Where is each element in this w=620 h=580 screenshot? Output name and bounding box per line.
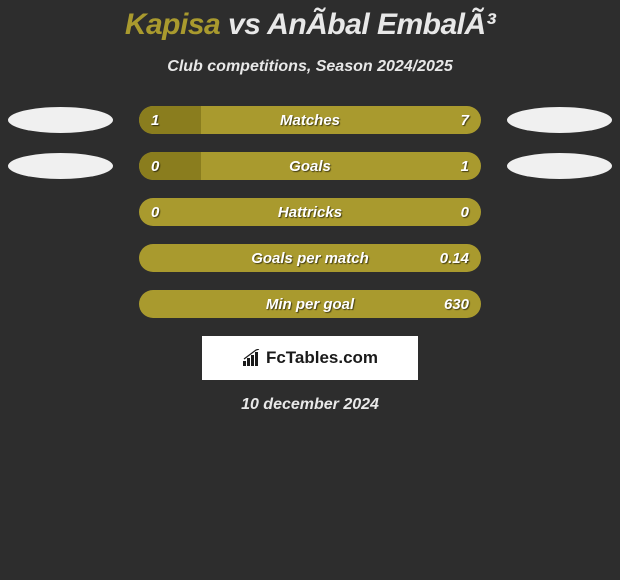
stat-row: Goals per match0.14 [0,244,620,272]
stat-row: 1Matches7 [0,106,620,134]
stat-bar: Goals per match0.14 [139,244,481,272]
chart-icon [242,349,262,367]
page-container: Kapisa vs AnÃ­bal EmbalÃ³ Club competiti… [0,0,620,414]
player-ellipse-right [507,153,612,179]
footer-logo: FcTables.com [242,348,378,368]
stat-value-right: 0.14 [440,244,469,272]
date-text: 10 december 2024 [0,396,620,414]
player-ellipse-right [507,107,612,133]
stat-bar: 0Hattricks0 [139,198,481,226]
stat-value-right: 630 [444,290,469,318]
title-vs: vs [228,8,260,41]
stat-label: Matches [139,106,481,134]
stat-row: 0Hattricks0 [0,198,620,226]
stat-label: Hattricks [139,198,481,226]
footer-brand-text: FcTables.com [266,348,378,368]
stat-bar: 1Matches7 [139,106,481,134]
stat-row: Min per goal630 [0,290,620,318]
stat-value-right: 0 [461,198,469,226]
stat-value-right: 1 [461,152,469,180]
title-player1: Kapisa [125,8,220,41]
player-ellipse-left [8,107,113,133]
title-player2: AnÃ­bal EmbalÃ³ [267,8,495,41]
stat-bar: 0Goals1 [139,152,481,180]
stat-label: Min per goal [139,290,481,318]
footer-brand-card: FcTables.com [202,336,418,380]
player-ellipse-left [8,153,113,179]
stat-value-right: 7 [461,106,469,134]
subtitle: Club competitions, Season 2024/2025 [0,58,620,76]
stats-area: 1Matches70Goals10Hattricks0Goals per mat… [0,106,620,318]
stat-bar: Min per goal630 [139,290,481,318]
stat-row: 0Goals1 [0,152,620,180]
stat-label: Goals [139,152,481,180]
stat-label: Goals per match [139,244,481,272]
page-title: Kapisa vs AnÃ­bal EmbalÃ³ [0,8,620,42]
